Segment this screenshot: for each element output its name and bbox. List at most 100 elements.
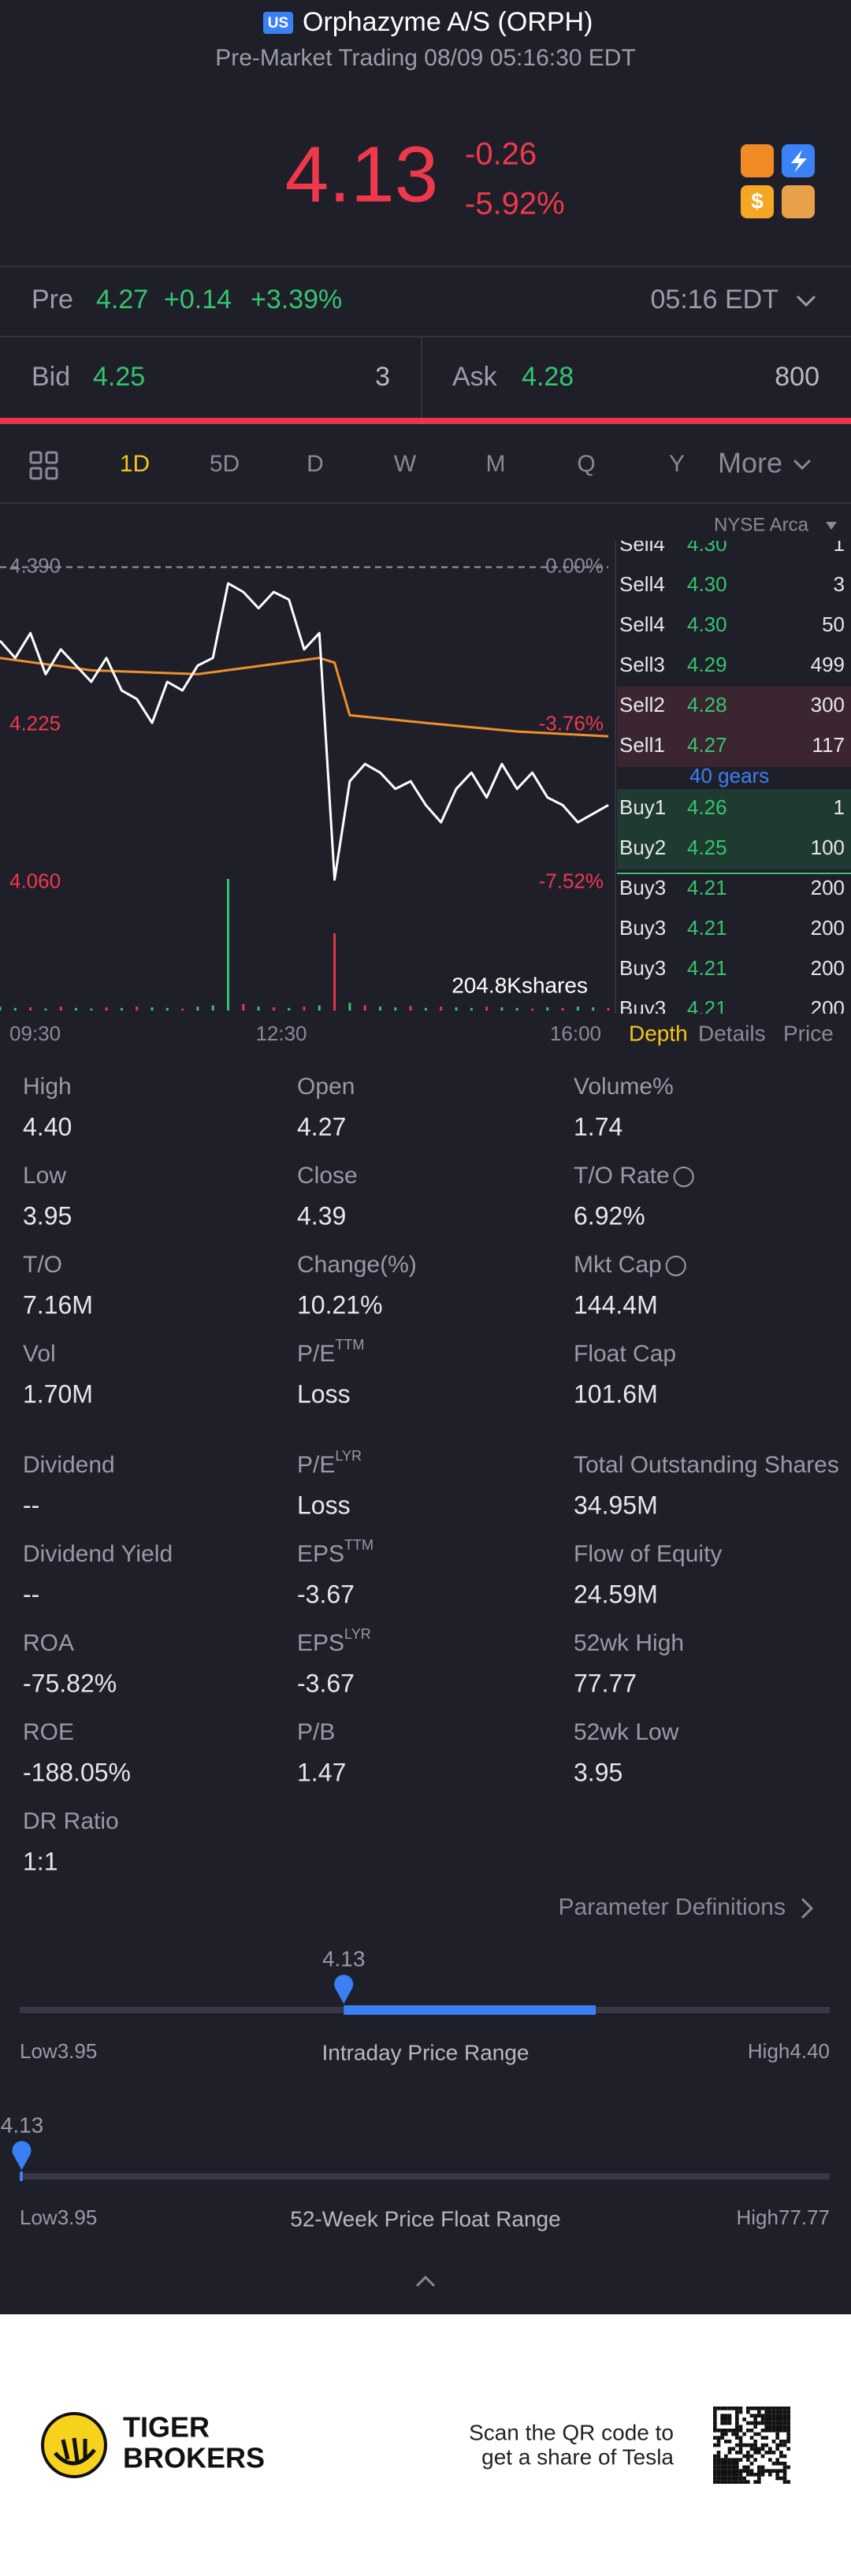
qr-cell (786, 2440, 790, 2444)
y-tick-label: 4.060 (9, 869, 61, 892)
qr-cell (779, 2469, 783, 2473)
book-tab[interactable]: Price (783, 1021, 834, 1045)
volume-bar (165, 1007, 169, 1011)
period-tab[interactable]: More (718, 447, 782, 479)
stat-label-text: Open (297, 1074, 355, 1100)
qr-cell (764, 2425, 768, 2429)
book-row-highlight (617, 687, 851, 727)
period-tab[interactable]: M (486, 451, 506, 477)
range-pin (334, 1975, 354, 2004)
qr-cell (716, 2429, 721, 2433)
stat-label-text: P/E (297, 1341, 335, 1367)
qr-cell (764, 2410, 768, 2414)
stat-label-text: P/B (297, 1719, 335, 1745)
qr-cell (760, 2465, 765, 2470)
stat-value: 77.77 (574, 1669, 637, 1697)
stat-label: P/ETTM (297, 1337, 364, 1367)
period-tab[interactable]: D (307, 451, 324, 477)
qr-cell (713, 2410, 717, 2414)
layout-icon[interactable] (29, 451, 58, 480)
volume-bar (105, 1007, 108, 1011)
stat-label: Low (23, 1163, 66, 1189)
book-price: 4.25 (687, 836, 727, 859)
stat-label-text: High (23, 1074, 72, 1100)
qr-cell (775, 2447, 779, 2451)
stat-label-text: Low (23, 1163, 66, 1189)
stat-label: T/O (23, 1252, 62, 1278)
volume-bar (333, 933, 336, 1011)
qr-cell (760, 2447, 765, 2451)
stat-label-text: Float Cap (574, 1341, 676, 1367)
volume-bar (485, 1007, 489, 1011)
period-tab[interactable]: Q (577, 451, 595, 477)
qr-cell (760, 2407, 765, 2410)
volume-bar (242, 1003, 245, 1011)
bid-label: Bid (32, 362, 70, 392)
stat-label-text: Vol (23, 1341, 56, 1367)
qr-cell (782, 2418, 787, 2422)
icon-glyph (791, 150, 807, 173)
stat-label: EPSLYR (297, 1626, 371, 1656)
qr-cell (713, 2454, 717, 2459)
qr-cell (749, 2414, 754, 2418)
qr-cell (735, 2429, 739, 2433)
qr-cell (713, 2480, 717, 2484)
volume-bar (531, 1008, 533, 1011)
exchange-dropdown[interactable] (826, 522, 837, 530)
qr-cell (746, 2454, 750, 2459)
qr-cell (782, 2410, 787, 2414)
more-chevron[interactable] (793, 459, 812, 471)
period-tab[interactable]: W (394, 451, 417, 477)
qr-cell (738, 2407, 743, 2410)
qr-cell (735, 2410, 739, 2414)
feature-icon[interactable] (741, 144, 774, 177)
qr-cell (753, 2432, 757, 2436)
book-tab[interactable]: Details (698, 1021, 766, 1045)
book-tab[interactable]: Depth (629, 1021, 688, 1045)
volume-bar (90, 1008, 93, 1011)
market-badge (263, 12, 293, 34)
period-tab[interactable]: 1D (120, 451, 150, 477)
qr-cell (779, 2425, 783, 2429)
exchange-label[interactable]: NYSE Arca (714, 514, 809, 535)
qr-cell (731, 2462, 735, 2466)
ask-label: Ask (452, 362, 498, 392)
parameter-definitions[interactable]: Parameter Definitions (559, 1894, 786, 1920)
x-tick-label: 09:30 (9, 1022, 61, 1045)
info-icon[interactable] (673, 1167, 694, 1187)
qr-cell (724, 2473, 728, 2477)
qr-cell (724, 2469, 728, 2473)
stat-label-text: 52wk Low (574, 1719, 679, 1745)
ask-price: 4.28 (522, 362, 574, 392)
qr-cell (727, 2440, 732, 2444)
period-tab[interactable]: 5D (210, 451, 240, 477)
period-tab[interactable]: Y (669, 451, 685, 477)
qr-cell (727, 2407, 732, 2410)
book-price: 4.28 (687, 693, 727, 717)
qr-cell (731, 2429, 735, 2433)
stat-label-text: Mkt Cap (574, 1252, 662, 1278)
pre-price: 4.27 (96, 285, 148, 315)
link-chevron[interactable] (801, 1897, 814, 1919)
info-icon[interactable] (665, 1256, 686, 1276)
stat-label: ROE (23, 1719, 74, 1745)
qr-cell (760, 2429, 765, 2433)
qr-cell (735, 2425, 739, 2429)
qr-cell (782, 2443, 787, 2448)
intraday-chart (0, 566, 610, 1011)
qr-cell (727, 2447, 732, 2451)
qr-cell (716, 2443, 721, 2448)
qr-cell (757, 2451, 761, 2455)
dropdown-chevron[interactable] (796, 295, 816, 307)
range-low-label: Low3.95 (20, 2039, 97, 2063)
range-low-prefix: Low (20, 2206, 58, 2229)
qr-cell (716, 2480, 721, 2484)
feature-icon[interactable] (741, 185, 774, 218)
collapse-chevron[interactable] (415, 2275, 436, 2288)
pre-time[interactable]: 05:16 EDT (650, 285, 779, 315)
stat-label: Flow of Equity (574, 1541, 722, 1567)
qr-cell (716, 2407, 721, 2410)
feature-icon[interactable] (782, 185, 815, 218)
qr-cell (720, 2462, 724, 2466)
